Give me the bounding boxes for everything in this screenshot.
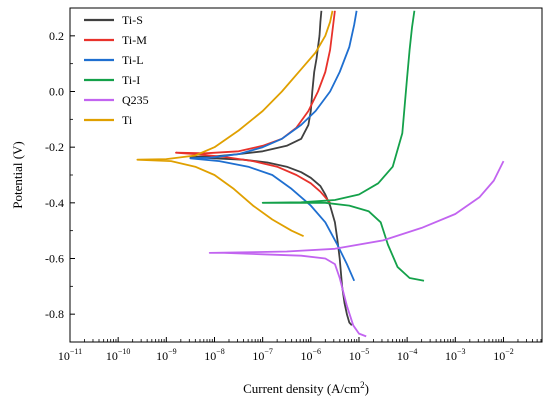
legend-label: Ti xyxy=(122,113,133,127)
x-axis-ticks: 10−11 10−10 10−9 10−8 10−7 10−6 10−5 10−4 10−3 10… xyxy=(58,337,542,363)
legend: Ti-S Ti-M Ti-L Ti-I Q235 Ti xyxy=(84,13,149,127)
y-tick-label: -0.4 xyxy=(45,196,64,210)
legend-label: Ti-L xyxy=(122,53,144,67)
legend-label: Ti-I xyxy=(122,73,140,87)
plot-area: 10−11 10−10 10−9 10−8 10−7 10−6 10−5 10−4 10−3 10… xyxy=(45,7,543,363)
series-line-ti xyxy=(136,10,334,238)
x-tick-label: 10−8 xyxy=(204,347,225,363)
series-line-q235 xyxy=(208,160,505,338)
series-lines xyxy=(136,10,505,338)
legend-label: Ti-S xyxy=(122,13,143,27)
y-tick-label: -0.2 xyxy=(45,140,64,154)
y-tick-label: 0.2 xyxy=(49,29,64,43)
x-tick-label: 10−4 xyxy=(397,347,418,363)
series-line-ti-l xyxy=(189,10,358,282)
series-line-ti-s xyxy=(189,10,353,326)
x-tick-label: 10−2 xyxy=(493,347,514,363)
y-axis-ticks: -0.8 -0.6 -0.4 -0.2 0.0 0.2 xyxy=(45,29,75,321)
x-tick-label: 10−9 xyxy=(156,347,177,363)
legend-label: Q235 xyxy=(122,93,149,107)
y-tick-label: 0.0 xyxy=(49,85,64,99)
y-tick-label: -0.6 xyxy=(45,252,64,266)
x-axis-label: Current density (A/cm2) xyxy=(243,380,369,396)
y-tick-label: -0.8 xyxy=(45,307,64,321)
x-tick-label: 10−11 xyxy=(58,347,82,363)
x-tick-label: 10−3 xyxy=(445,347,466,363)
x-tick-label: 10−6 xyxy=(301,347,322,363)
series-line-ti-m xyxy=(175,10,336,204)
series-line-ti-i xyxy=(261,10,425,282)
legend-label: Ti-M xyxy=(122,33,147,47)
x-tick-label: 10−5 xyxy=(349,347,370,363)
y-axis-label: Potential (V) xyxy=(10,141,25,209)
x-tick-label: 10−10 xyxy=(106,347,131,363)
x-tick-label: 10−7 xyxy=(252,347,273,363)
